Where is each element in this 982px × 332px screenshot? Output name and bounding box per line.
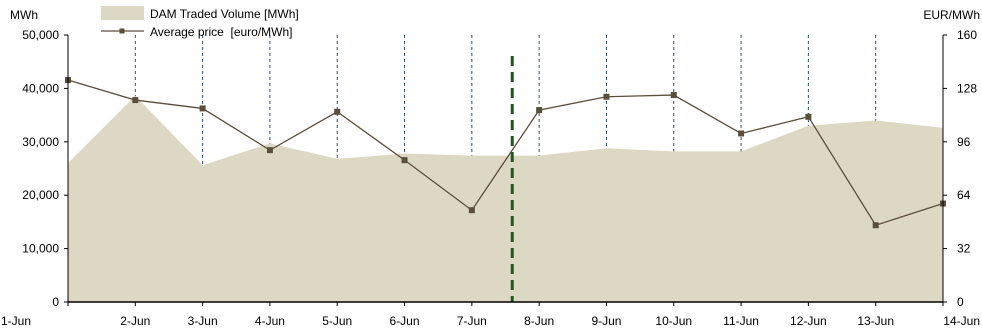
x-axis-ticks: 1-Jun 2-Jun 3-Jun 4-Jun 5-Jun 6-Jun 7-Jun 8-Jun… bbox=[1, 302, 980, 328]
x-tick-label: 14-Jun bbox=[943, 314, 980, 328]
x-tick-label: 1-Jun bbox=[1, 314, 31, 328]
x-tick-label: 8-Jun bbox=[524, 314, 554, 328]
left-axis-ticks: 0 10,000 20,000 30,000 40,000 50,000 bbox=[22, 28, 68, 309]
x-tick-label: 11-Jun bbox=[723, 314, 759, 328]
legend-swatch-volume bbox=[101, 6, 144, 20]
price-point-4-Jun bbox=[266, 147, 273, 154]
legend: DAM Traded Volume [MWh] Average price [e… bbox=[101, 6, 299, 39]
price-point-13-Jun bbox=[872, 222, 879, 229]
legend-label-volume: DAM Traded Volume [MWh] bbox=[150, 7, 299, 21]
x-tick-label: 3-Jun bbox=[188, 314, 218, 328]
x-tick-label: 2-Jun bbox=[120, 314, 150, 328]
x-tick-label: 5-Jun bbox=[322, 314, 352, 328]
right-axis-ticks: 0 32 64 96 128 160 bbox=[943, 28, 977, 309]
right-axis-title: EUR/MWh bbox=[923, 8, 980, 22]
axes bbox=[67, 35, 944, 303]
left-tick-label: 50,000 bbox=[22, 28, 59, 42]
left-tick-label: 10,000 bbox=[22, 242, 59, 256]
price-point-8-Jun bbox=[536, 107, 543, 114]
price-point-3-Jun bbox=[199, 105, 206, 112]
price-point-12-Jun bbox=[805, 113, 812, 120]
price-point-10-Jun bbox=[670, 92, 677, 99]
legend-label-price: Average price [euro/MWh] bbox=[150, 25, 293, 39]
price-point-11-Jun bbox=[738, 130, 745, 137]
left-tick-label: 40,000 bbox=[22, 81, 59, 95]
price-point-5-Jun bbox=[334, 108, 341, 115]
x-tick-label: 4-Jun bbox=[255, 314, 285, 328]
x-tick-label: 13-Jun bbox=[857, 314, 894, 328]
left-tick-label: 30,000 bbox=[22, 135, 59, 149]
price-point-2-Jun bbox=[132, 97, 139, 104]
x-tick-label: 7-Jun bbox=[457, 314, 487, 328]
right-tick-label: 0 bbox=[957, 295, 964, 309]
right-tick-label: 160 bbox=[957, 28, 977, 42]
right-tick-label: 96 bbox=[957, 135, 971, 149]
left-tick-label: 20,000 bbox=[22, 188, 59, 202]
x-tick-label: 12-Jun bbox=[790, 314, 827, 328]
volume-area-series bbox=[68, 95, 943, 302]
x-tick-label: 6-Jun bbox=[390, 314, 420, 328]
price-point-7-Jun bbox=[468, 207, 475, 214]
price-point-6-Jun bbox=[401, 157, 408, 164]
right-tick-label: 64 bbox=[957, 188, 971, 202]
legend-swatch-price-marker bbox=[119, 28, 125, 34]
x-tick-label: 10-Jun bbox=[655, 314, 692, 328]
price-point-9-Jun bbox=[603, 93, 610, 100]
right-tick-label: 32 bbox=[957, 242, 971, 256]
x-tick-label: 9-Jun bbox=[591, 314, 621, 328]
price-line-series bbox=[67, 79, 944, 227]
left-axis-title: MWh bbox=[10, 8, 38, 22]
right-tick-label: 128 bbox=[957, 81, 977, 95]
left-tick-label: 0 bbox=[52, 295, 59, 309]
